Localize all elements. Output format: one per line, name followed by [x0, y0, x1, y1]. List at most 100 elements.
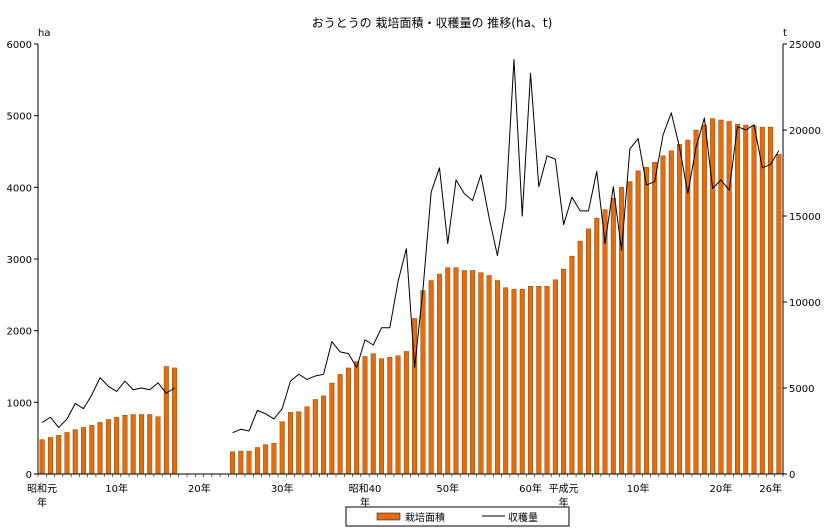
bar-area: [627, 181, 633, 475]
bar-area: [660, 155, 666, 475]
right-tick-label: 10000: [789, 298, 821, 309]
line-harvest-segment: [232, 58, 780, 434]
bar-area: [362, 356, 368, 475]
axes: 0 1000 2000 3000 4000 5000 6000 0 5000 10000 15000…: [7, 40, 821, 509]
x-tick-label: 20年: [188, 482, 211, 495]
bar-area: [130, 414, 136, 475]
bar-area: [329, 382, 335, 475]
bar-area: [585, 228, 591, 475]
bar-area: [47, 437, 53, 475]
bar-area: [122, 415, 128, 475]
chart-title: おうとうの 栽培面積・収穫量の 推移(ha、t): [312, 15, 553, 30]
left-tick-label: 2000: [7, 327, 32, 338]
bar-area: [379, 358, 385, 475]
bar-area: [453, 267, 459, 475]
legend-box: [345, 506, 570, 527]
left-axis-unit: ha: [38, 28, 50, 39]
bar-area: [354, 361, 360, 475]
bar-area: [652, 162, 658, 475]
bar-area: [138, 414, 144, 475]
bar-area: [635, 170, 641, 475]
left-tick-label: 3000: [7, 255, 32, 266]
x-tick-label: 10年: [105, 482, 128, 495]
x-tick-label: 26年: [759, 482, 782, 495]
bar-area: [81, 427, 87, 475]
x-tick-label: 平成元: [549, 483, 579, 495]
bar-area: [105, 419, 111, 475]
left-tick-label: 5000: [7, 112, 32, 123]
bar-area: [610, 197, 616, 475]
bar-area: [420, 290, 426, 475]
bar-area: [776, 154, 782, 475]
bar-area: [436, 273, 442, 475]
bar-area: [312, 399, 318, 475]
x-tick-label: 年: [360, 496, 370, 509]
bar-area: [445, 267, 451, 475]
legend-swatch-area: [376, 512, 401, 521]
bar-area: [321, 395, 327, 475]
bar-area: [172, 367, 178, 475]
bar-area: [304, 406, 310, 475]
bar-area: [544, 286, 550, 475]
bar-area: [519, 288, 525, 475]
bar-area: [345, 367, 351, 475]
bar-area: [114, 417, 120, 475]
bar-area: [470, 270, 476, 475]
bar-area: [238, 450, 244, 475]
bar-area: [230, 451, 236, 475]
left-tick-label: 0: [26, 470, 32, 481]
x-tick-label: 10年: [627, 482, 650, 495]
bar-area: [511, 288, 517, 475]
bar-area: [561, 268, 567, 475]
x-tick-label: 20年: [710, 482, 733, 495]
bar-area: [478, 272, 484, 475]
bar-area: [594, 217, 600, 475]
bar-area: [387, 356, 393, 475]
bar-area: [461, 270, 467, 475]
x-tick-label: 年: [559, 496, 569, 509]
bar-area: [246, 450, 252, 475]
bar-area: [685, 139, 691, 475]
x-tick-label: 昭和元: [27, 483, 57, 495]
bar-area: [287, 412, 293, 475]
bar-area: [89, 425, 95, 475]
line-series: [41, 58, 780, 434]
bar-area: [759, 126, 765, 475]
bar-area: [528, 286, 534, 475]
right-tick-label: 5000: [789, 384, 814, 395]
left-tick-label: 6000: [7, 40, 32, 51]
bar-area: [768, 126, 774, 475]
right-axis-unit: t: [783, 28, 787, 39]
bar-area: [494, 280, 500, 475]
bar-area: [701, 124, 707, 475]
bar-area: [296, 411, 302, 475]
bar-area: [64, 432, 70, 475]
bar-area: [72, 429, 78, 475]
x-tick-label: 年: [37, 496, 47, 509]
bar-area: [552, 279, 558, 475]
legend-label-area: 栽培面積: [405, 511, 445, 524]
x-tick-label: 60年: [519, 482, 542, 495]
bar-area: [668, 150, 674, 475]
bar-area: [97, 422, 103, 475]
x-tick-label: 50年: [436, 482, 459, 495]
bar-area: [39, 439, 45, 475]
bar-area: [743, 124, 749, 475]
left-tick-label: 1000: [7, 398, 32, 409]
right-tick-label: 15000: [789, 212, 821, 223]
bar-area: [602, 209, 608, 475]
bar-area: [56, 435, 62, 475]
bar-area: [577, 240, 583, 475]
bar-area: [163, 366, 169, 475]
bar-area: [155, 416, 161, 475]
x-tick-label: 30年: [271, 482, 294, 495]
bar-area: [147, 414, 153, 475]
legend: 栽培面積 収穫量: [345, 506, 570, 527]
bar-area: [370, 353, 376, 475]
bar-area: [536, 286, 542, 475]
x-tick-label: 昭和40: [349, 483, 382, 495]
bar-area: [718, 119, 724, 475]
bar-area: [263, 444, 269, 475]
bar-area: [693, 129, 699, 475]
